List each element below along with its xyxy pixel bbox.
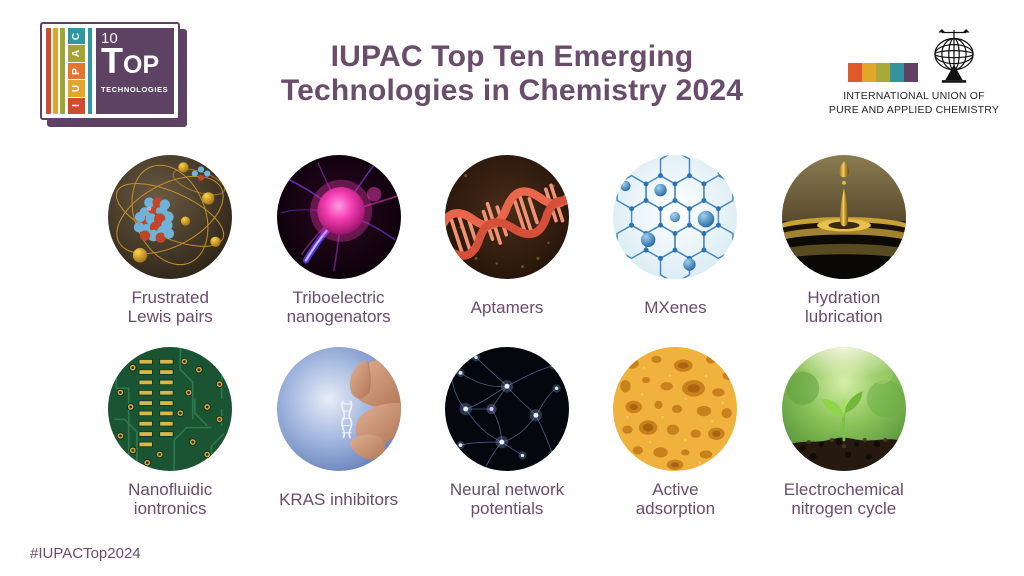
logo-stripe-olive [60,28,65,114]
neuron-network-image [444,347,569,471]
tech-label: Electrochemical nitrogen cycle [783,480,904,518]
letter-tile: A [68,45,85,62]
iupac-globe-emblem-icon [934,29,974,83]
iupac-square-gold [862,63,876,82]
iupac-logo: INTERNATIONAL UNION OF PURE AND APPLIED … [816,24,1012,117]
tech-label: Neural network potentials [449,480,565,518]
plasma-ball-image [276,155,401,279]
tech-tile-hydration-lubrication: Hydration lubrication [760,155,928,328]
tech-tile-mxenes: MXenes [591,155,759,328]
logo-number-10: 10 [101,30,118,47]
top-ten-technologies-logo: C A P U I 10 TOP TECHNOLOGIES [40,22,180,120]
iupac-name-text: INTERNATIONAL UNION OF PURE AND APPLIED … [828,90,1000,116]
letter: U [70,84,82,93]
tech-label: Active adsorption [635,480,716,518]
logo-stripe-red [46,28,51,114]
tech-tile-frustrated-lewis-pairs: Frustrated Lewis pairs [86,155,254,328]
letter-tile: P [68,62,85,80]
logo-top-rest: OP [123,51,160,79]
letter: C [70,32,82,40]
sponge-texture-image [613,347,738,471]
tech-label: Aptamers [470,297,544,317]
tech-label: MXenes [644,297,707,317]
tech-tile-active-adsorption: Active adsorption [591,347,759,520]
hexagonal-molecular-network-image [613,155,738,279]
dna-helix-image [444,155,569,279]
letter-tile: C [68,28,85,45]
logo-stripe-amber [53,28,58,114]
tech-label: Triboelectric nanogenators [286,288,391,326]
iupac-vertical-letters: C A P U I [68,28,85,115]
tech-tile-nanofluidic-iontronics: Nanofluidic iontronics [86,347,254,520]
tech-label: Frustrated Lewis pairs [127,288,213,326]
tech-label: Hydration lubrication [805,288,883,326]
tech-label: Nanofluidic iontronics [128,480,213,518]
tech-tile-aptamers: Aptamers [423,155,591,328]
logo-word-top: TOP [101,43,169,82]
hashtag-text: #IUPACTop2024 [30,545,141,562]
tech-tile-electrochemical-nitrogen-cycle: Electrochemical nitrogen cycle [760,347,928,520]
iupac-logo-top [816,24,1012,84]
logo-top-initial: T [101,40,123,81]
oil-droplet-splash-image [781,155,906,279]
tech-label: KRAS inhibitors [279,489,399,509]
iupac-square-purple [904,63,918,82]
iupac-square-teal [890,63,904,82]
top-ten-logo-card: C A P U I 10 TOP TECHNOLOGIES [40,22,180,120]
logo-stripe-teal [88,28,92,114]
iupac-square-olive [876,63,890,82]
letter-tile: U [68,80,85,97]
hand-pinching-dna-image [276,347,401,471]
iupac-color-squares [848,63,918,82]
letter-tile: I [68,97,85,115]
letter: I [71,104,82,108]
logo-word-technologies: TECHNOLOGIES [101,85,169,94]
letter: A [70,49,82,58]
circuit-board-image [108,347,233,471]
letter: P [70,67,82,75]
seedling-in-soil-image [781,347,906,471]
tech-tile-triboelectric-nanogenators: Triboelectric nanogenators [255,155,423,328]
tech-tile-neural-network-potentials: Neural network potentials [423,347,591,520]
atom-model-image [108,155,233,279]
tech-tile-kras-inhibitors: KRAS inhibitors [255,347,423,520]
page-title: IUPAC Top Ten Emerging Technologies in C… [280,40,744,107]
technology-grid: Frustrated Lewis pairs [86,155,928,520]
iupac-square-orange [848,63,862,82]
top-ten-logo-purple-box: 10 TOP TECHNOLOGIES [96,28,174,114]
